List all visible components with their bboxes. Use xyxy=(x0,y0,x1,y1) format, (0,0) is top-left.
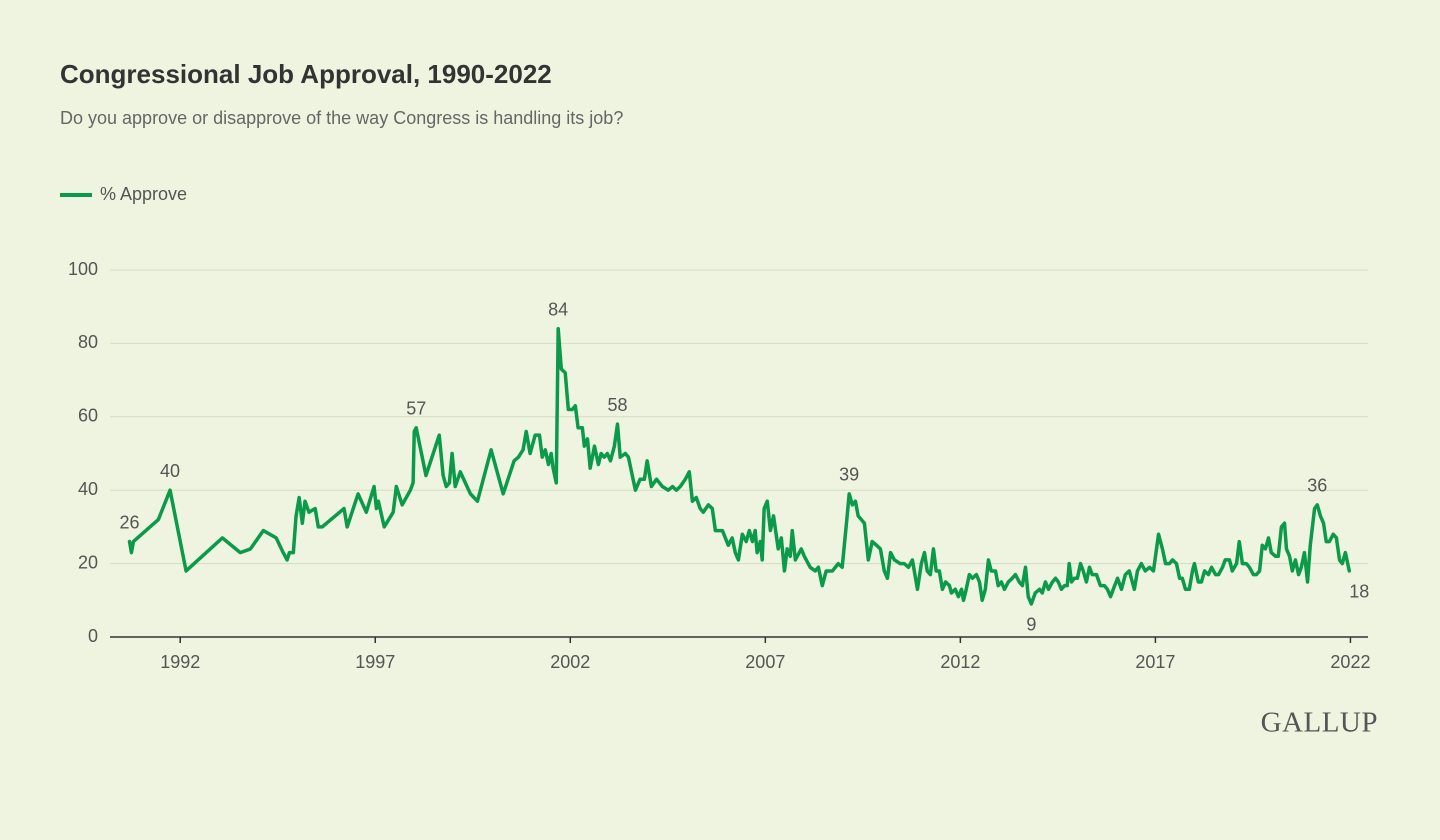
x-tick-label: 1992 xyxy=(160,652,200,672)
data-label: 57 xyxy=(406,399,426,419)
x-tick-label: 2017 xyxy=(1135,652,1175,672)
data-label: 18 xyxy=(1349,582,1369,602)
data-label: 36 xyxy=(1307,476,1327,496)
x-tick-label: 1997 xyxy=(355,652,395,672)
data-label: 40 xyxy=(160,461,180,481)
chart-title: Congressional Job Approval, 1990-2022 xyxy=(60,59,552,89)
y-tick-label: 80 xyxy=(78,332,98,352)
data-label: 9 xyxy=(1026,615,1036,635)
x-tick-label: 2007 xyxy=(745,652,785,672)
legend-label: % Approve xyxy=(100,184,187,204)
logo: GALLUP xyxy=(1261,707,1378,739)
chart-subtitle: Do you approve or disapprove of the way … xyxy=(60,108,623,128)
data-label: 39 xyxy=(839,465,859,485)
x-tick-label: 2022 xyxy=(1330,652,1370,672)
data-line xyxy=(127,326,1352,606)
x-tick-label: 2002 xyxy=(550,652,590,672)
data-label: 58 xyxy=(607,395,627,415)
y-tick-label: 100 xyxy=(68,259,98,279)
y-tick-label: 20 xyxy=(78,552,98,572)
data-label: 26 xyxy=(119,512,139,532)
x-tick-label: 2012 xyxy=(940,652,980,672)
y-tick-label: 0 xyxy=(88,626,98,646)
y-tick-label: 40 xyxy=(78,479,98,499)
y-tick-label: 60 xyxy=(78,406,98,426)
data-label: 84 xyxy=(548,299,568,319)
